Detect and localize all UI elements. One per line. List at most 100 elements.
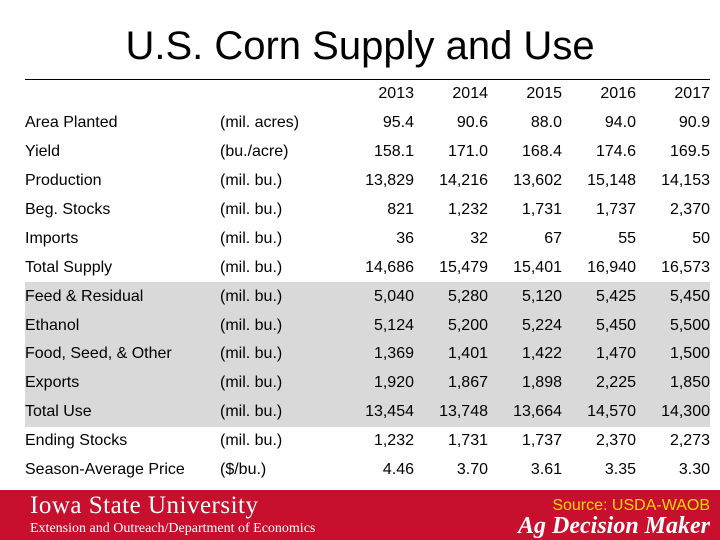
table-cell: 5,124 xyxy=(340,311,414,341)
row-unit: (mil. bu.) xyxy=(220,282,340,312)
table-cell: 1,731 xyxy=(447,432,488,450)
table-row: Area Planted (mil. acres) 95.4 90.6 88.0 94.0… xyxy=(25,109,710,138)
year-header: 2014 xyxy=(452,85,488,103)
year-header: 2015 xyxy=(526,85,562,103)
table-cell: 13,748 xyxy=(414,397,488,427)
row-label: Imports xyxy=(25,229,79,247)
table-cell: 14,570 xyxy=(562,397,636,427)
table-cell: 3.30 xyxy=(678,461,710,479)
brand-logo: Ag Decision Maker xyxy=(518,513,710,539)
table-cell: 2,273 xyxy=(669,432,710,450)
table-cell: 67 xyxy=(544,229,562,247)
table-cell: 1,422 xyxy=(488,340,562,369)
table-cell: 1,731 xyxy=(521,201,562,218)
table-row: Ending Stocks (mil. bu.) 1,232 1,731 1,737 2,… xyxy=(25,427,710,456)
table-cell: 15,401 xyxy=(513,258,562,276)
table-cell: 2,370 xyxy=(595,432,636,450)
table-row: Beg. Stocks (mil. bu.) 821 1,232 1,731 1,737 2… xyxy=(25,196,710,225)
row-label: Total Use xyxy=(25,397,220,427)
table-cell: 13,454 xyxy=(340,397,414,427)
table-cell: 55 xyxy=(618,229,636,247)
table-cell: 1,232 xyxy=(447,201,488,218)
table-row: Production (mil. bu.) 13,829 14,216 13,602 15… xyxy=(25,167,710,196)
row-label: Food, Seed, & Other xyxy=(25,340,220,369)
row-label: Beg. Stocks xyxy=(25,201,111,218)
table-cell: 1,737 xyxy=(595,201,636,218)
table-cell: 88.0 xyxy=(530,114,562,132)
table-row: Feed & Residual (mil. bu.) 5,040 5,280 5,120… xyxy=(25,282,710,312)
table-cell: 90.6 xyxy=(456,114,488,132)
table-cell: 14,216 xyxy=(439,172,488,190)
row-unit: ($/bu.) xyxy=(220,461,267,479)
table-cell: 32 xyxy=(470,229,488,247)
row-label: Season-Average Price xyxy=(25,461,185,479)
table-cell: 5,425 xyxy=(562,282,636,312)
row-label: Yield xyxy=(25,143,60,161)
row-unit: (mil. bu.) xyxy=(220,368,340,398)
table-cell: 36 xyxy=(396,229,414,247)
table-cell: 1,867 xyxy=(414,368,488,398)
table-cell: 13,602 xyxy=(513,172,562,190)
table-cell: 1,500 xyxy=(636,340,710,369)
table-cell: 1,369 xyxy=(340,340,414,369)
table-cell: 94.0 xyxy=(604,114,636,132)
table-cell: 14,153 xyxy=(661,172,710,190)
table-row: Exports (mil. bu.) 1,920 1,867 1,898 2,225 1,8… xyxy=(25,368,710,398)
table-cell: 1,232 xyxy=(373,432,414,450)
table-cell: 5,120 xyxy=(488,282,562,312)
source-text: Source: USDA-WAOB xyxy=(552,497,710,514)
row-unit: (mil. bu.) xyxy=(220,311,340,341)
table-row: Total Use (mil. bu.) 13,454 13,748 13,664 14,… xyxy=(25,397,710,427)
table-row: Ethanol (mil. bu.) 5,124 5,200 5,224 5,450 5,5… xyxy=(25,311,710,341)
table-cell: 16,573 xyxy=(661,258,710,276)
table-cell: 13,664 xyxy=(488,397,562,427)
table-cell: 174.6 xyxy=(595,143,636,161)
table-row: Imports (mil. bu.) 36 32 67 55 50 xyxy=(25,224,710,253)
table-cell: 821 xyxy=(387,201,414,218)
table-cell: 158.1 xyxy=(373,143,414,161)
row-unit: (mil. bu.) xyxy=(220,432,283,450)
row-label: Feed & Residual xyxy=(25,282,220,312)
table-cell: 171.0 xyxy=(447,143,488,161)
table-cell: 5,450 xyxy=(562,311,636,341)
table-cell: 168.4 xyxy=(521,143,562,161)
table-cell: 50 xyxy=(692,229,710,247)
year-header: 2017 xyxy=(674,85,710,103)
header-blank xyxy=(220,80,340,109)
year-header: 2016 xyxy=(600,85,636,103)
table-cell: 5,040 xyxy=(340,282,414,312)
table-cell: 15,479 xyxy=(439,258,488,276)
table-cell: 1,737 xyxy=(521,432,562,450)
row-unit: (mil. bu.) xyxy=(220,172,283,190)
table-cell: 95.4 xyxy=(382,114,414,132)
table-row: Yield (bu./acre) 158.1 171.0 168.4 174.6 169.5 xyxy=(25,138,710,167)
year-header: 2013 xyxy=(378,85,414,103)
row-label: Exports xyxy=(25,368,220,398)
table-cell: 2,225 xyxy=(562,368,636,398)
table-cell: 5,200 xyxy=(414,311,488,341)
table-cell: 5,500 xyxy=(636,311,710,341)
table-cell: 1,898 xyxy=(488,368,562,398)
row-label: Total Supply xyxy=(25,258,113,276)
table-cell: 15,148 xyxy=(587,172,636,190)
table-row: Season-Average Price ($/bu.) 4.46 3.70 3.61 3… xyxy=(25,456,710,485)
row-label: Ending Stocks xyxy=(25,432,128,450)
header-rule xyxy=(25,79,710,80)
table-cell: 1,920 xyxy=(340,368,414,398)
table-cell: 1,470 xyxy=(562,340,636,369)
table-cell: 5,224 xyxy=(488,311,562,341)
table-cell: 1,850 xyxy=(636,368,710,398)
table-cell: 2,370 xyxy=(669,201,710,218)
row-unit: (mil. bu.) xyxy=(220,258,283,276)
row-unit: (bu./acre) xyxy=(220,143,289,161)
row-unit: (mil. bu.) xyxy=(220,397,340,427)
table-cell: 14,686 xyxy=(365,258,414,276)
table-cell: 3.70 xyxy=(456,461,488,479)
footer-bar xyxy=(0,490,720,540)
table-cell: 3.35 xyxy=(604,461,636,479)
table-cell: 1,401 xyxy=(414,340,488,369)
university-logo: Iowa State University xyxy=(30,492,259,519)
page-title: U.S. Corn Supply and Use xyxy=(125,24,595,68)
row-unit: (mil. bu.) xyxy=(220,340,340,369)
table-cell: 90.9 xyxy=(678,114,710,132)
